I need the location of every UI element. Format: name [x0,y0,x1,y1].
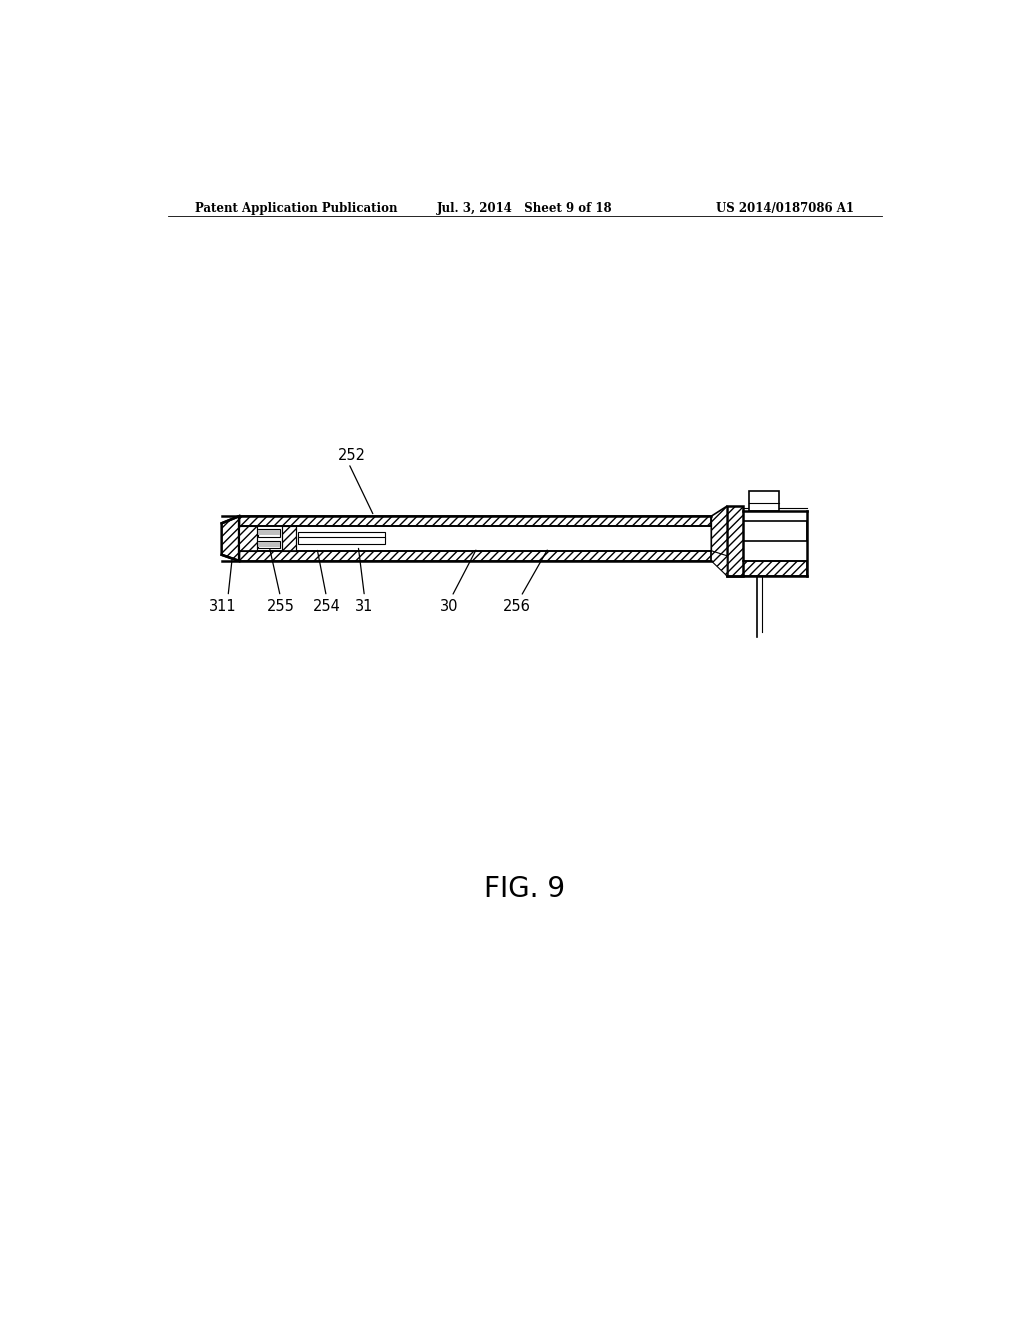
Bar [240,527,257,550]
Text: 31: 31 [355,598,374,614]
Text: 311: 311 [210,598,237,614]
Bar [258,541,281,546]
Text: Patent Application Publication: Patent Application Publication [196,202,398,215]
Polygon shape [221,516,240,561]
Bar [298,532,385,539]
Text: FIG. 9: FIG. 9 [484,875,565,903]
Bar [240,550,712,561]
Polygon shape [712,506,727,576]
Bar [298,537,385,544]
Bar [240,527,712,550]
Text: Jul. 3, 2014   Sheet 9 of 18: Jul. 3, 2014 Sheet 9 of 18 [437,202,612,215]
Text: 252: 252 [338,449,367,463]
Bar [258,531,281,536]
Text: 30: 30 [440,598,459,614]
Text: US 2014/0187086 A1: US 2014/0187086 A1 [716,202,854,215]
Text: 254: 254 [312,598,340,614]
Polygon shape [712,550,727,576]
Text: 256: 256 [503,598,530,614]
Bar [727,561,807,576]
Bar [743,521,807,541]
Bar [258,529,281,536]
Bar [750,491,779,511]
Bar [282,527,296,550]
Bar [727,506,743,576]
Bar [258,541,281,548]
Text: 255: 255 [266,598,294,614]
Bar [240,516,712,527]
